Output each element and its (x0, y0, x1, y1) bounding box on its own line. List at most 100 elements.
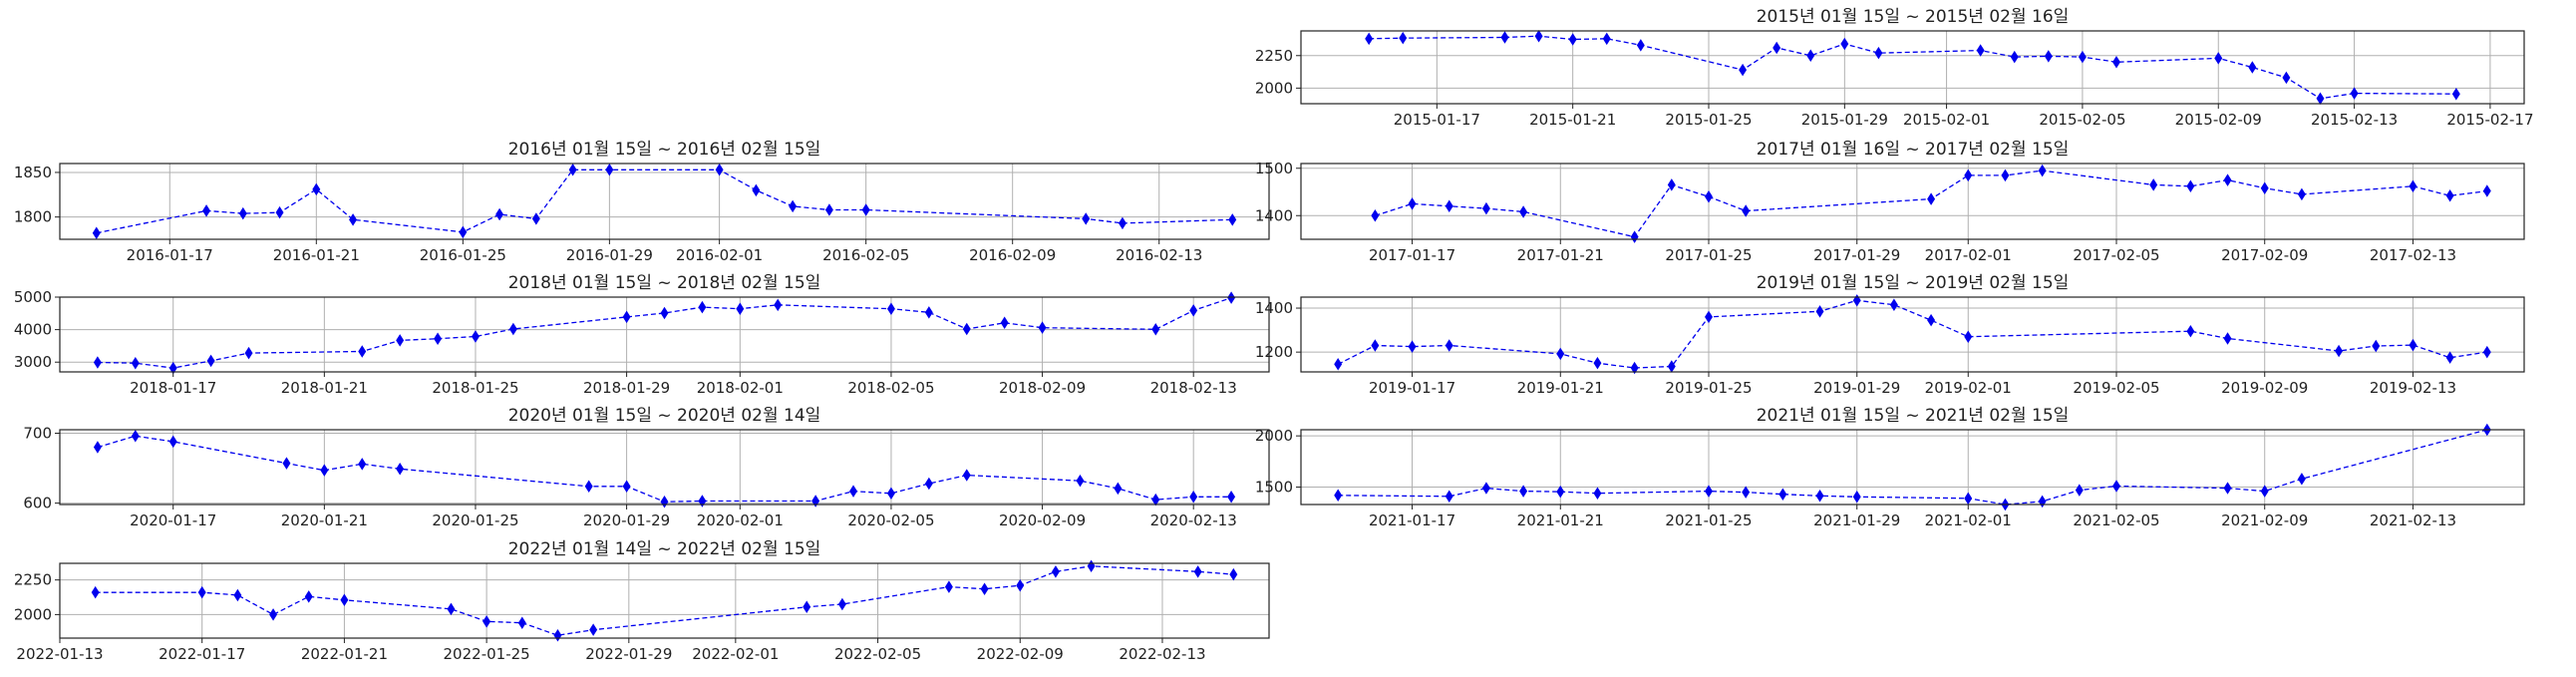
data-point-marker (824, 203, 833, 216)
data-point-marker (1889, 298, 1898, 311)
data-point-marker (2001, 169, 2010, 182)
y-tick-label: 1500 (1255, 160, 1293, 177)
x-tick-label: 2022-01-25 (444, 645, 530, 663)
data-point-marker (803, 600, 811, 613)
x-tick-label: 2016-01-17 (127, 246, 213, 264)
data-point-marker (2186, 324, 2195, 338)
data-point-marker (660, 495, 669, 508)
data-point-marker (1228, 213, 1237, 226)
data-point-marker (2223, 173, 2232, 186)
x-tick-label: 2017-01-21 (1517, 246, 1604, 264)
data-point-marker (1114, 482, 1123, 496)
data-point-marker (1815, 305, 1824, 318)
data-point-marker (2350, 87, 2359, 100)
data-point-marker (2260, 181, 2269, 194)
data-point-marker (1151, 323, 1160, 336)
x-tick-label: 2021-01-25 (1665, 511, 1752, 529)
data-point-marker (1630, 230, 1639, 243)
data-point-marker (2445, 189, 2454, 202)
data-point-marker (508, 322, 517, 336)
data-point-marker (1000, 316, 1009, 330)
data-point-marker (736, 302, 745, 315)
data-point-marker (1334, 489, 1343, 502)
data-point-marker (282, 457, 291, 470)
data-point-marker (1705, 190, 1713, 203)
data-point-marker (131, 356, 140, 370)
data-point-marker (2335, 344, 2344, 358)
data-point-marker (1038, 321, 1047, 334)
panel-title: 2018년 01월 15일 ~ 2018년 02월 15일 (508, 273, 821, 293)
x-tick-label: 2021-02-05 (2073, 511, 2159, 529)
y-tick-label: 1800 (14, 208, 52, 226)
data-point-marker (495, 207, 504, 221)
data-point-marker (1365, 32, 1374, 46)
x-tick-label: 2018-01-17 (130, 379, 216, 397)
x-tick-label: 2021-02-01 (1925, 511, 2012, 529)
data-point-marker (1519, 205, 1528, 218)
y-tick-label: 1400 (1255, 206, 1293, 224)
plot-frame (59, 429, 1270, 506)
data-point-marker (1705, 310, 1713, 324)
data-point-marker (568, 164, 577, 176)
data-point-marker (698, 495, 707, 508)
x-tick-label: 2022-01-29 (585, 645, 672, 663)
x-tick-label: 2015-01-29 (1801, 111, 1888, 129)
data-point-marker (2316, 92, 2325, 106)
y-tick-label: 2000 (14, 605, 52, 623)
data-point-marker (1227, 491, 1236, 504)
data-point-marker (944, 580, 953, 593)
data-point-marker (1087, 559, 1096, 573)
data-point-marker (2112, 480, 2120, 493)
series-line (95, 565, 1234, 636)
x-tick-label: 2021-01-29 (1813, 511, 1900, 529)
series-line (1338, 429, 2487, 506)
data-point-marker (1806, 49, 1815, 63)
data-point-marker (238, 206, 247, 220)
data-point-marker (91, 585, 100, 599)
data-point-marker (244, 346, 253, 360)
data-point-marker (1874, 46, 1883, 60)
data-point-marker (93, 356, 102, 369)
data-point-marker (517, 616, 526, 629)
x-tick-label: 2022-01-13 (16, 645, 103, 663)
x-tick-label: 2018-02-09 (999, 379, 1086, 397)
plot-frame (1300, 30, 2525, 105)
data-point-marker (1189, 491, 1198, 504)
data-point-marker (2482, 345, 2491, 359)
x-tick-label: 2019-01-17 (1369, 379, 1455, 397)
data-point-marker (1556, 485, 1565, 499)
data-point-marker (168, 435, 177, 449)
data-point-marker (1593, 356, 1602, 370)
data-point-marker (589, 623, 598, 636)
y-tick-label: 1400 (1255, 299, 1293, 317)
data-point-marker (698, 300, 707, 314)
data-point-marker (304, 590, 313, 603)
data-point-marker (605, 164, 614, 176)
plot-frame (1300, 296, 2525, 373)
data-point-marker (980, 582, 989, 595)
data-point-marker (962, 469, 971, 482)
data-point-marker (1445, 199, 1453, 212)
data-point-marker (584, 480, 593, 494)
x-tick-label: 2018-01-29 (583, 379, 670, 397)
y-tick-label: 2000 (1255, 427, 1293, 445)
x-tick-label: 2017-02-09 (2221, 246, 2308, 264)
x-tick-label: 2022-02-09 (977, 645, 1064, 663)
plot-frame (59, 562, 1270, 639)
data-point-marker (715, 164, 724, 176)
data-point-marker (312, 182, 321, 196)
series-line (1337, 299, 2487, 369)
data-point-marker (849, 485, 858, 498)
x-tick-label: 2017-01-29 (1813, 246, 1900, 264)
data-point-marker (2482, 184, 2491, 197)
x-tick-label: 2018-02-01 (697, 379, 784, 397)
y-tick-label: 5000 (14, 288, 52, 306)
data-point-marker (206, 354, 215, 368)
data-point-marker (2038, 164, 2047, 177)
data-point-marker (1082, 212, 1091, 225)
x-tick-label: 2020-01-17 (130, 511, 216, 529)
x-tick-label: 2018-02-13 (1150, 379, 1237, 397)
data-point-marker (1778, 488, 1787, 501)
data-point-marker (837, 597, 846, 611)
data-point-marker (1556, 347, 1565, 361)
